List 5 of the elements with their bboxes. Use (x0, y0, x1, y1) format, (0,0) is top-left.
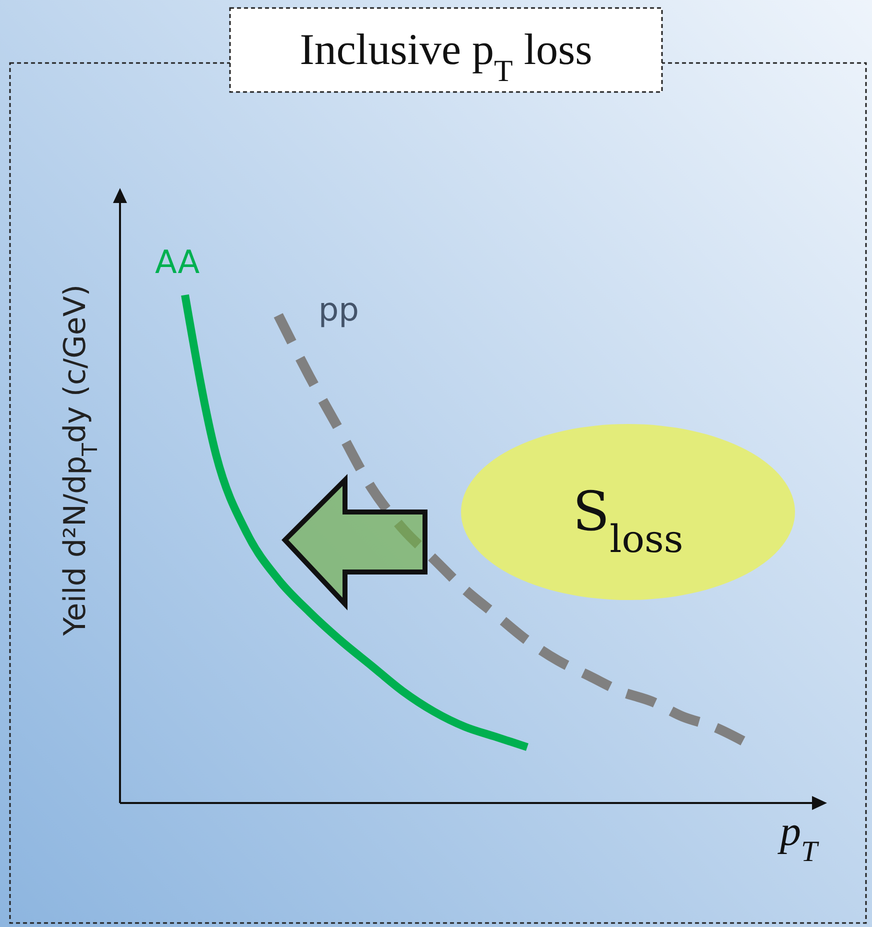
series-label: AA (155, 243, 200, 281)
chart-title: Inclusive p$_{T}$ loss (300, 25, 592, 88)
annotation: S$_{loss}$ (572, 480, 684, 561)
x-axis-title: p$_{T}$ (777, 809, 820, 868)
series-label: pp (318, 290, 359, 328)
